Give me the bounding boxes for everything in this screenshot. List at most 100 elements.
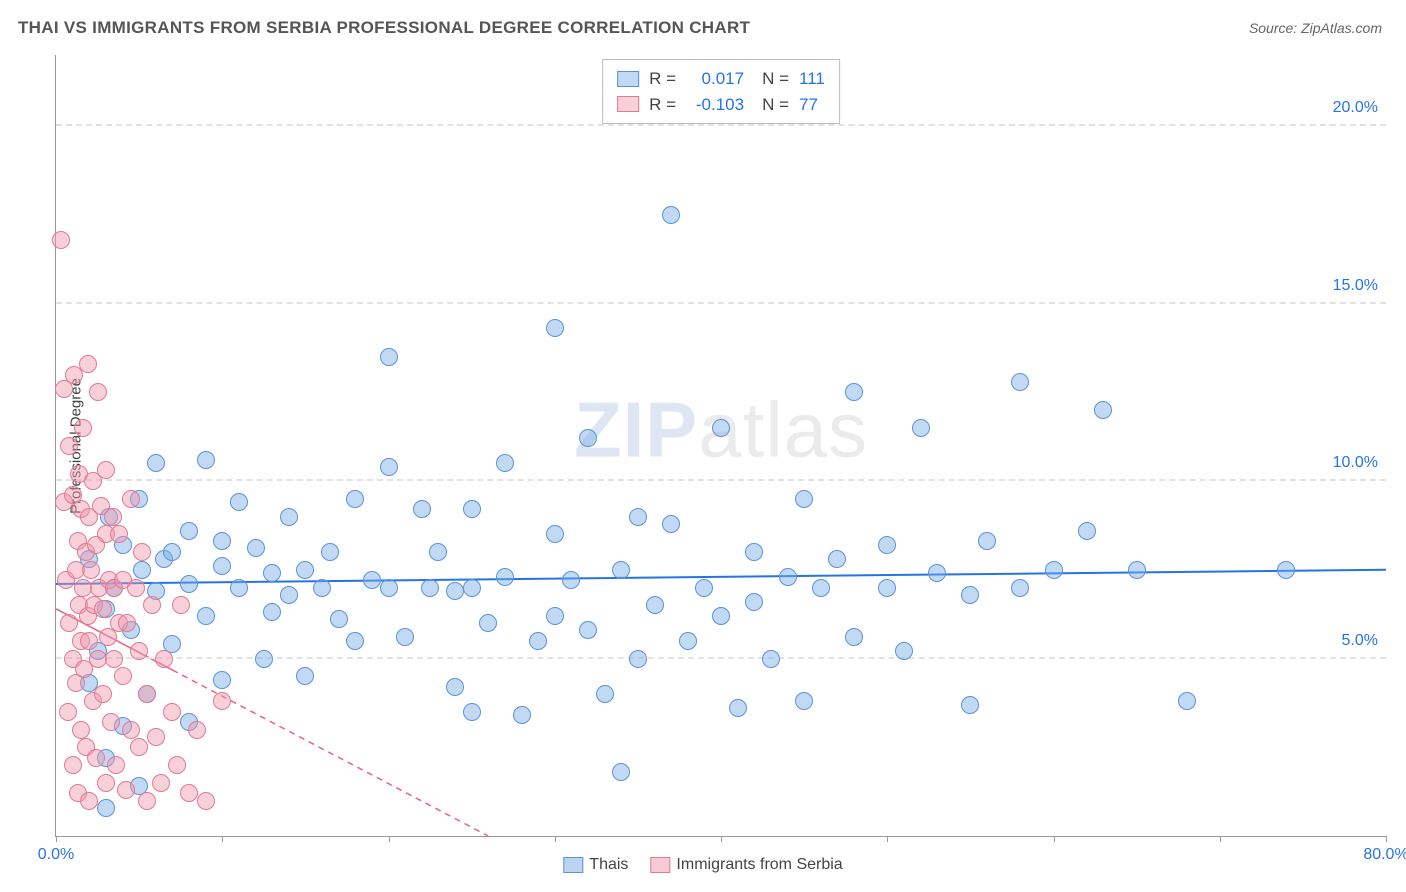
data-point: [94, 600, 112, 618]
data-point: [107, 756, 125, 774]
stats-r-value: -0.103: [686, 92, 744, 118]
data-point: [712, 607, 730, 625]
data-point: [878, 536, 896, 554]
data-point: [133, 561, 151, 579]
data-point: [828, 550, 846, 568]
legend-label: Thais: [589, 856, 628, 873]
data-point: [1011, 373, 1029, 391]
chart-source: Source: ZipAtlas.com: [1249, 20, 1382, 36]
data-point: [197, 607, 215, 625]
data-point: [155, 650, 173, 668]
stats-n-label: N =: [762, 92, 789, 118]
data-point: [188, 721, 206, 739]
data-point: [60, 437, 78, 455]
x-tick: [56, 836, 57, 842]
data-point: [74, 419, 92, 437]
data-point: [105, 650, 123, 668]
stats-r-value: 0.017: [686, 66, 744, 92]
x-tick: [721, 836, 722, 842]
stats-swatch: [617, 71, 639, 87]
watermark-left: ZIP: [574, 385, 698, 473]
data-point: [812, 579, 830, 597]
data-point: [138, 685, 156, 703]
x-tick: [389, 836, 390, 842]
data-point: [127, 579, 145, 597]
data-point: [562, 571, 580, 589]
data-point: [363, 571, 381, 589]
data-point: [89, 383, 107, 401]
x-tick: [222, 836, 223, 842]
data-point: [180, 522, 198, 540]
data-point: [762, 650, 780, 668]
data-point: [496, 454, 514, 472]
data-point: [87, 749, 105, 767]
data-point: [122, 490, 140, 508]
data-point: [612, 561, 630, 579]
data-point: [496, 568, 514, 586]
data-point: [89, 650, 107, 668]
data-point: [180, 784, 198, 802]
data-point: [321, 543, 339, 561]
stats-row: R =0.017N =111: [617, 66, 825, 92]
data-point: [296, 667, 314, 685]
gridline: [56, 302, 1386, 304]
data-point: [1178, 692, 1196, 710]
data-point: [446, 582, 464, 600]
data-point: [313, 579, 331, 597]
data-point: [213, 557, 231, 575]
data-point: [596, 685, 614, 703]
data-point: [463, 500, 481, 518]
correlation-stats-box: R =0.017N =111R =-0.103N =77: [602, 59, 840, 124]
data-point: [380, 579, 398, 597]
data-point: [380, 458, 398, 476]
data-point: [80, 632, 98, 650]
data-point: [213, 671, 231, 689]
data-point: [330, 610, 348, 628]
data-point: [213, 692, 231, 710]
data-point: [117, 781, 135, 799]
data-point: [114, 667, 132, 685]
data-point: [912, 419, 930, 437]
x-tick: [555, 836, 556, 842]
data-point: [380, 348, 398, 366]
data-point: [961, 696, 979, 714]
data-point: [878, 579, 896, 597]
data-point: [59, 703, 77, 721]
data-point: [94, 685, 112, 703]
x-tick: [1386, 836, 1387, 842]
data-point: [180, 575, 198, 593]
data-point: [296, 561, 314, 579]
data-point: [118, 614, 136, 632]
data-point: [346, 632, 364, 650]
trend-lines: [56, 55, 1386, 836]
x-tick-label: 0.0%: [38, 846, 74, 864]
data-point: [152, 774, 170, 792]
data-point: [74, 579, 92, 597]
data-point: [230, 493, 248, 511]
data-point: [629, 650, 647, 668]
data-point: [413, 500, 431, 518]
data-point: [147, 454, 165, 472]
legend-item: Immigrants from Serbia: [650, 856, 842, 874]
y-tick-label: 20.0%: [1333, 99, 1378, 117]
data-point: [230, 579, 248, 597]
x-tick-label: 80.0%: [1363, 846, 1406, 864]
stats-r-label: R =: [649, 92, 676, 118]
x-tick: [1220, 836, 1221, 842]
data-point: [1078, 522, 1096, 540]
stats-row: R =-0.103N =77: [617, 92, 825, 118]
data-point: [280, 586, 298, 604]
data-point: [133, 543, 151, 561]
data-point: [679, 632, 697, 650]
data-point: [745, 593, 763, 611]
data-point: [662, 206, 680, 224]
legend-swatch: [563, 857, 583, 873]
data-point: [110, 525, 128, 543]
chart-title: THAI VS IMMIGRANTS FROM SERBIA PROFESSIO…: [18, 18, 750, 38]
data-point: [346, 490, 364, 508]
data-point: [197, 792, 215, 810]
data-point: [421, 579, 439, 597]
data-point: [163, 703, 181, 721]
data-point: [104, 508, 122, 526]
data-point: [213, 532, 231, 550]
